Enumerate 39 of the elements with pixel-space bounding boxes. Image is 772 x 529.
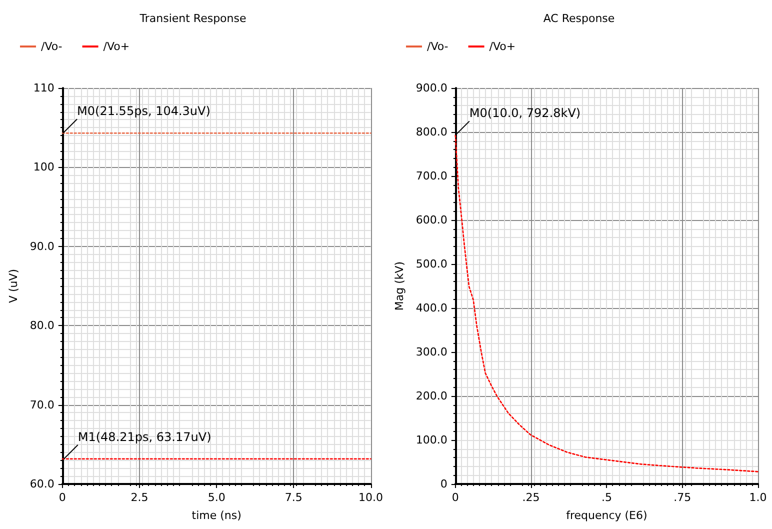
y-tick-label: 900.0 xyxy=(416,82,448,94)
x-axis-title: time (ns) xyxy=(192,509,242,522)
y-tick-label: 110 xyxy=(33,82,54,94)
legend-label: /Vo- xyxy=(427,40,448,53)
x-tick-label: .25 xyxy=(522,491,540,504)
chart-title: AC Response xyxy=(543,12,615,25)
annotation: M0(10.0, 792.8kV) xyxy=(469,106,581,120)
chart-title: Transient Response xyxy=(138,12,246,25)
x-tick-label: 0 xyxy=(58,491,66,504)
y-tick-label: 100.0 xyxy=(416,434,448,446)
y-tick-label: 0 xyxy=(440,478,448,490)
y-axis-title: V (uV) xyxy=(7,268,20,304)
y-tick-label: 700.0 xyxy=(416,170,448,182)
x-tick-label: 0 xyxy=(452,491,459,504)
y-tick-label: 80.0 xyxy=(30,319,54,332)
y-tick-label: 300.0 xyxy=(416,346,448,358)
x-tick-label: 2.5 xyxy=(130,491,148,504)
y-tick-label: 60.0 xyxy=(30,478,54,490)
legend-label: /Vo- xyxy=(41,40,62,53)
y-tick-label: 500.0 xyxy=(416,258,448,270)
x-tick-label: .5 xyxy=(601,491,612,504)
y-tick-label: 800.0 xyxy=(416,126,448,138)
y-tick-label: 90.0 xyxy=(30,240,54,253)
y-tick-label: 200.0 xyxy=(416,390,448,402)
y-axis-title: Mag (kV) xyxy=(393,261,406,311)
annotation: M0(21.55ps, 104.3uV) xyxy=(77,104,210,118)
x-tick-label: 7.5 xyxy=(284,491,302,504)
x-axis-title: frequency (E6) xyxy=(566,509,648,522)
y-tick-label: 100 xyxy=(33,160,54,174)
y-tick-label: 400.0 xyxy=(416,302,448,314)
annotation: M1(48.21ps, 63.17uV) xyxy=(78,430,212,444)
x-tick-label: 1.0 xyxy=(749,491,767,504)
legend-label: /Vo+ xyxy=(103,40,130,53)
x-tick-label: 10.0 xyxy=(358,491,384,504)
legend-label: /Vo+ xyxy=(489,40,516,53)
y-tick-label: 70.0 xyxy=(30,398,54,412)
y-tick-label: 600.0 xyxy=(416,214,448,226)
x-tick-label: .75 xyxy=(674,491,692,504)
x-tick-label: 5.0 xyxy=(208,491,226,504)
